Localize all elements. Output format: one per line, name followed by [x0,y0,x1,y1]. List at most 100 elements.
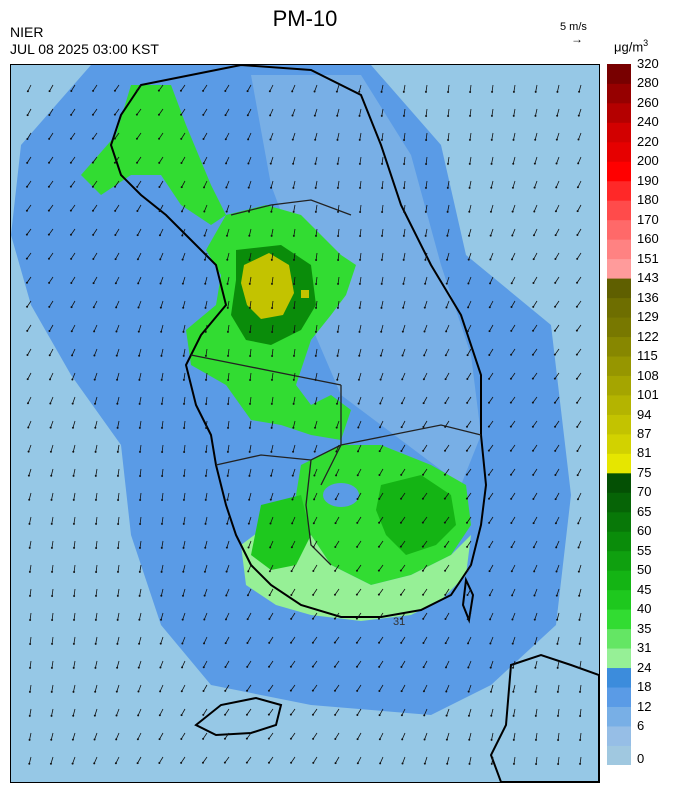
wind-arrow-icon [181,156,186,164]
wind-arrow-head [512,690,515,693]
wind-arrow-head [292,402,295,405]
wind-arrow-icon [51,636,54,644]
wind-arrow-icon [403,276,406,284]
wind-arrow-head [247,162,250,165]
wind-arrow-icon [292,132,296,140]
wind-arrow-icon [400,588,406,595]
wind-arrow-head [579,690,582,693]
wind-arrow-icon [577,468,582,476]
wind-arrow-head [69,209,72,212]
wind-arrow-icon [268,756,274,763]
wind-arrow-icon [444,468,450,475]
wind-arrow-icon [205,516,208,524]
legend-swatch [607,64,631,84]
wind-arrow-head [311,641,314,644]
wind-arrow-head [531,425,534,428]
wind-arrow-head [556,642,559,645]
wind-arrow-icon [293,348,296,356]
legend-swatch [607,531,631,552]
wind-arrow-icon [29,588,32,596]
wind-arrow-icon [51,588,54,596]
legend-tick-label: 122 [637,328,659,344]
wind-arrow-head [490,162,493,165]
wind-arrow-icon [271,396,274,404]
wind-arrow-icon [161,492,164,500]
wind-arrow-icon [70,276,76,284]
wind-arrow-head [444,593,447,596]
wind-arrow-icon [26,276,32,283]
wind-arrow-icon [381,84,384,92]
wind-arrow-head [532,282,535,285]
wind-arrow-icon [72,756,76,764]
wind-arrow-head [203,594,206,597]
wind-arrow-icon [270,516,274,524]
wind-arrow-head [269,114,272,117]
wind-arrow-icon [117,636,120,644]
wind-arrow-head [577,522,580,525]
wind-arrow-head [50,546,53,549]
wind-arrow-head [73,570,76,573]
wind-arrow-icon [359,300,362,308]
wind-arrow-icon [424,732,428,740]
wind-arrow-icon [400,612,406,620]
wind-arrow-head [204,474,207,477]
wind-arrow-head [226,450,229,453]
wind-arrow-icon [424,756,428,764]
wind-arrow-head [180,737,183,740]
wind-arrow-icon [94,396,98,404]
wind-arrow-head [72,714,75,717]
wind-arrow-icon [158,108,164,115]
wind-arrow-icon [247,84,252,92]
wind-arrow-icon [28,444,32,452]
wind-arrow-icon [183,516,186,524]
wind-arrow-icon [357,732,362,740]
wind-arrow-icon [314,444,318,452]
wind-arrow-head [50,666,53,669]
wind-arrow-head [159,306,162,309]
wind-arrow-icon [444,444,450,451]
wind-arrow-icon [579,732,582,740]
wind-arrow-icon [534,180,538,188]
legend-tick-label: 60 [637,523,652,539]
wind-arrow-head [248,426,251,429]
wind-arrow-head [488,306,491,309]
wind-arrow-head [246,114,249,117]
wind-arrow-icon [227,300,230,308]
wind-arrow-head [424,234,427,237]
wind-arrow-head [292,354,295,357]
wind-arrow-head [424,90,427,93]
wind-arrow-head [72,450,75,453]
wind-arrow-icon [203,132,208,140]
wind-arrow-icon [70,228,76,235]
wind-arrow-icon [270,180,274,188]
wind-arrow-icon [446,708,450,716]
wind-arrow-head [466,545,469,548]
wind-arrow-icon [292,492,296,500]
wind-arrow-icon [203,156,208,164]
wind-arrow-head [72,498,75,501]
wind-arrow-head [425,138,428,141]
wind-arrow-head [422,425,425,428]
wind-arrow-head [91,137,94,140]
wind-arrow-head [180,186,183,189]
wind-arrow-icon [488,396,494,403]
wind-arrow-icon [381,132,384,140]
wind-arrow-head [423,306,426,309]
wind-arrow-icon [532,468,538,476]
wind-arrow-icon [446,756,450,764]
wind-arrow-head [379,354,382,357]
wind-arrow-head [158,210,161,213]
wind-arrow-head [465,497,468,500]
wind-arrow-icon [137,276,142,284]
wind-arrow-icon [48,252,54,259]
wind-arrow-icon [555,492,560,500]
wind-arrow-head [204,546,207,549]
wind-arrow-head [511,594,514,597]
wind-arrow-icon [28,756,32,764]
wind-arrow-icon [359,180,362,188]
wind-arrow-icon [359,156,362,164]
wind-arrow-icon [576,348,582,355]
wind-arrow-head [509,449,512,452]
wind-arrow-icon [95,516,98,524]
wind-arrow-head [314,138,317,141]
